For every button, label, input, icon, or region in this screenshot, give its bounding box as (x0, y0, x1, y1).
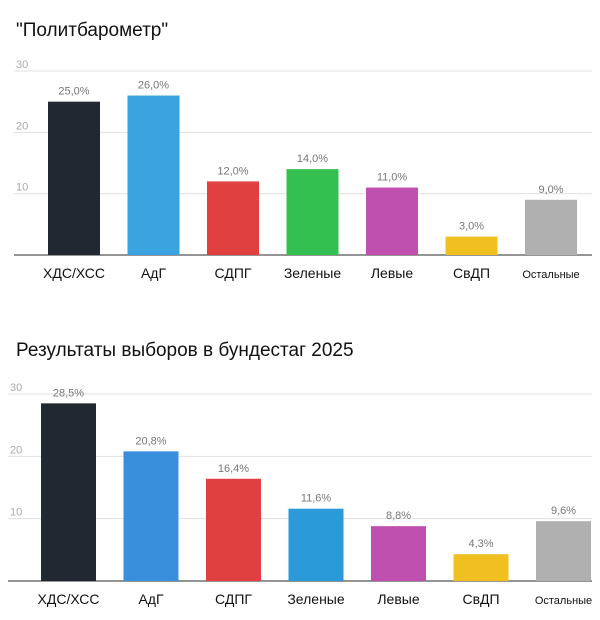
bar-value-label: 28,5% (53, 387, 84, 399)
chart-1-plot: 10 20 30 25,0% ХДС/ХСС 26,0% АдГ 12,0% СДПГ 14,0%… (14, 59, 592, 281)
x-category-label: СДПГ (215, 265, 252, 281)
bar (536, 521, 591, 581)
bar (48, 101, 100, 256)
bar-value-label: 3,0% (459, 221, 484, 233)
bar (371, 526, 426, 581)
bar (41, 403, 96, 581)
bar (286, 169, 339, 255)
bar-value-label: 25,0% (58, 86, 89, 98)
x-category-label: Зеленые (287, 591, 345, 607)
bar-value-label: 26,0% (138, 80, 169, 92)
y-tick-label: 30 (10, 382, 22, 394)
bar (366, 187, 418, 255)
x-category-label: Остальные (522, 269, 579, 281)
bar-value-label: 11,6% (301, 493, 332, 505)
bar-value-label: 12,0% (217, 165, 248, 177)
bar-value-label: 11,0% (377, 172, 408, 184)
bar-value-label: 14,0% (297, 153, 328, 165)
x-category-label: АдГ (138, 591, 164, 607)
bar-value-label: 16,4% (218, 463, 249, 475)
bar (123, 451, 179, 581)
x-category-label: СвДП (462, 591, 499, 607)
bar (127, 95, 180, 256)
x-category-label: Зеленые (284, 265, 342, 281)
bar-value-label: 4,3% (468, 538, 493, 550)
x-category-label: Остальные (535, 595, 592, 607)
bar (525, 199, 577, 255)
bar-value-label: 9,6% (551, 505, 576, 517)
y-tick-label: 20 (16, 120, 28, 132)
x-category-label: ХДС/ХСС (43, 265, 105, 281)
x-category-label: ХДС/ХСС (38, 591, 100, 607)
y-tick-label: 10 (16, 182, 28, 194)
chart-1-title: "Политбарометр" (16, 20, 169, 41)
bar-value-label: 9,0% (538, 184, 563, 196)
x-category-label: Левые (371, 265, 413, 281)
x-category-label: СвДП (453, 265, 490, 281)
bar (445, 236, 498, 255)
bar (207, 181, 259, 255)
y-tick-label: 10 (10, 507, 22, 519)
bar-value-label: 20,8% (135, 435, 166, 447)
y-tick-label: 20 (10, 444, 22, 456)
chart-2-title: Результаты выборов в бундестаг 2025 (16, 340, 354, 361)
bar-value-label: 8,8% (386, 510, 411, 522)
x-category-label: АдГ (141, 265, 167, 281)
bar (288, 508, 344, 581)
bar (206, 478, 261, 581)
x-category-label: СДПГ (215, 591, 252, 607)
y-tick-label: 30 (16, 59, 28, 71)
bar (453, 554, 509, 581)
x-category-label: Левые (377, 591, 419, 607)
